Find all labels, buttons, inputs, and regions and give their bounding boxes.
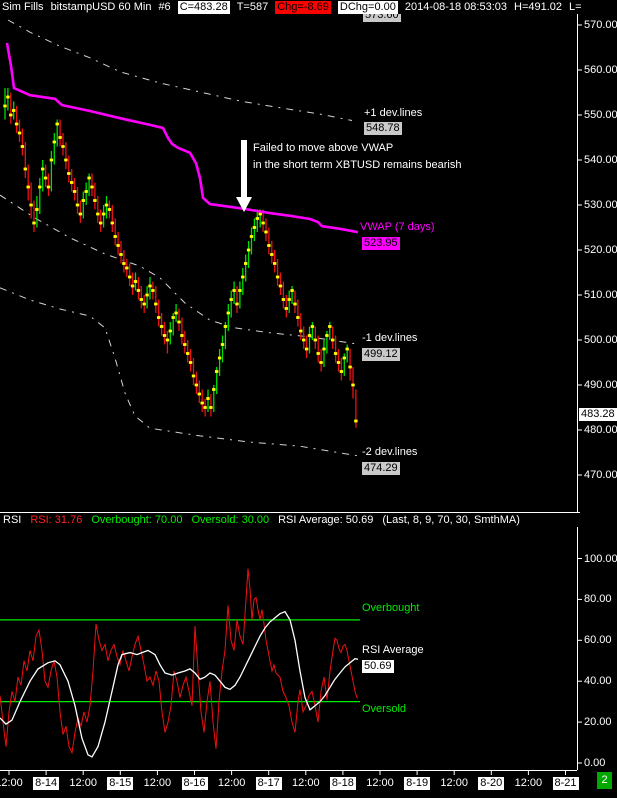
plus1-dev-value-badge: 548.78 (364, 122, 402, 135)
oversold-line-label: Oversold (362, 703, 407, 715)
minus2-dev-value-badge: 474.29 (362, 462, 400, 475)
datetime-label: 2014-08-18 08:53:03 (404, 0, 508, 13)
rsi-name-label: RSI (3, 513, 22, 526)
price-tick-label: 530.00 (584, 199, 617, 211)
session-high-label: H=491.02 (514, 0, 563, 13)
date-tick-label: 8-15 (107, 777, 134, 790)
price-tick-label: 490.00 (584, 379, 617, 391)
session-indicator-badge: 2 (597, 772, 612, 789)
minus1-dev-label: -1 dev.lines (362, 332, 418, 344)
change-value-badge: Chg=-8.69 (275, 0, 331, 14)
price-tick-label: 510.00 (584, 289, 617, 301)
chart-number-label: #6 (158, 0, 171, 13)
time-tick-label: 12:00 (0, 777, 23, 789)
date-tick-label: 8-18 (329, 777, 356, 790)
annotation-text-line1: Failed to move above VWAP (253, 142, 394, 154)
symbol-label: bitstampUSD 60 Min (50, 0, 152, 13)
session-low-label: L= (569, 0, 582, 13)
date-tick-label: 8-20 (478, 777, 505, 790)
rsi-average-setting-label: RSI Average: 50.69 (278, 513, 374, 526)
time-tick-label: 12:00 (143, 777, 172, 789)
date-tick-label: 8-14 (33, 777, 60, 790)
rsi-study-bar: RSI RSI: 31.76 Overbought: 70.00 Oversol… (0, 513, 580, 527)
time-tick-label: 12:00 (440, 777, 468, 789)
rsi-tick-label: 0.00 (584, 757, 606, 769)
price-tick-label: 570.00 (584, 19, 617, 31)
annotation-text-line2: in the short term XBTUSD remains bearish (253, 159, 462, 171)
time-tick-label: 12:00 (69, 777, 97, 789)
rsi-average-value-badge: 50.69 (362, 660, 394, 673)
down-arrow-icon (241, 140, 247, 198)
close-value-badge: C=483.28 (177, 0, 230, 14)
price-tick-label: 480.00 (584, 424, 617, 436)
rsi-average-line-label: RSI Average (362, 644, 424, 656)
date-tick-label: 8-21 (552, 777, 579, 790)
rsi-oversold-setting-label: Oversold: 30.00 (191, 513, 270, 526)
price-tick-label: 500.00 (584, 334, 617, 346)
price-tick-label: 540.00 (584, 154, 617, 166)
time-tick-label: 12:00 (292, 777, 320, 789)
vwap-value-badge: 523.95 (362, 237, 400, 250)
rsi-tick-label: 100.00 (584, 552, 617, 565)
price-tick-label: 520.00 (584, 244, 617, 256)
price-tick-label: 470.00 (584, 469, 617, 481)
rsi-overbought-setting-label: Overbought: 70.00 (91, 513, 183, 526)
price-tick-label: 550.00 (584, 109, 617, 121)
plus1-dev-label: +1 dev.lines (364, 107, 423, 119)
down-arrow-head-icon (236, 197, 252, 212)
date-tick-label: 8-17 (255, 777, 282, 790)
minus2-dev-label: -2 dev.lines (362, 446, 418, 458)
rsi-params-label: (Last, 8, 9, 70, 30, SmthMA) (382, 513, 520, 526)
rsi-tick-label: 60.00 (584, 634, 612, 647)
date-tick-label: 8-19 (404, 777, 431, 790)
time-tick-label: 12:00 (366, 777, 394, 789)
rsi-tick-label: 40.00 (584, 675, 612, 688)
trades-count-label: T=587 (236, 0, 269, 13)
rsi-value-label: RSI: 31.76 (30, 513, 83, 526)
chart-title-bar: Sim Fills bitstampUSD 60 Min #6 C=483.28… (0, 0, 617, 14)
minus1-dev-value-badge: 499.12 (362, 348, 400, 361)
price-tick-label: 560.00 (584, 64, 617, 76)
time-tick-label: 12:00 (514, 777, 543, 789)
vwap-label: VWAP (7 days) (360, 221, 435, 233)
date-tick-label: 8-16 (181, 777, 208, 790)
rsi-tick-label: 80.00 (584, 593, 612, 606)
last-price-badge: 483.28 (579, 408, 617, 421)
overbought-line-label: Overbought (362, 602, 420, 614)
daily-change-badge: DChg=0.00 (337, 0, 398, 14)
rsi-tick-label: 20.00 (584, 716, 612, 729)
time-tick-label: 12:00 (217, 777, 246, 789)
study-name-label: Sim Fills (2, 0, 44, 13)
